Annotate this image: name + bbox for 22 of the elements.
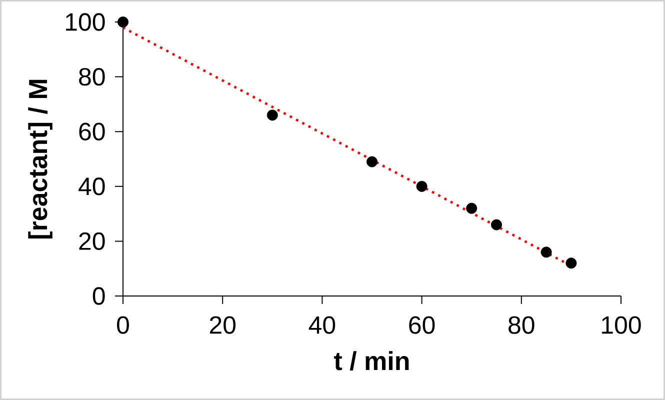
point — [266, 110, 278, 121]
y-tick-label: 80 — [79, 68, 105, 86]
y-tick-label: 40 — [78, 178, 105, 196]
x-tick-label: 20 — [210, 316, 236, 334]
y-tick-label: 60 — [79, 122, 105, 140]
point — [566, 258, 577, 269]
point — [466, 202, 478, 214]
point — [491, 219, 502, 230]
x-axis-title: t / min — [334, 351, 409, 371]
x-tick-label: 40 — [308, 316, 336, 334]
point — [118, 16, 128, 28]
point — [416, 180, 428, 192]
y-tick-label: 100 — [66, 13, 105, 31]
x-tick-label: 60 — [409, 316, 435, 334]
point — [540, 246, 552, 258]
x-tick-label: 0 — [117, 316, 129, 334]
y-axis-title: [reactant] / M — [28, 80, 52, 238]
x-tick-label: 100 — [602, 316, 641, 334]
x-tick-label: 80 — [508, 316, 534, 334]
y-tick-label: 0 — [92, 287, 105, 305]
y-tick-label: 20 — [79, 232, 105, 250]
point — [366, 156, 378, 168]
